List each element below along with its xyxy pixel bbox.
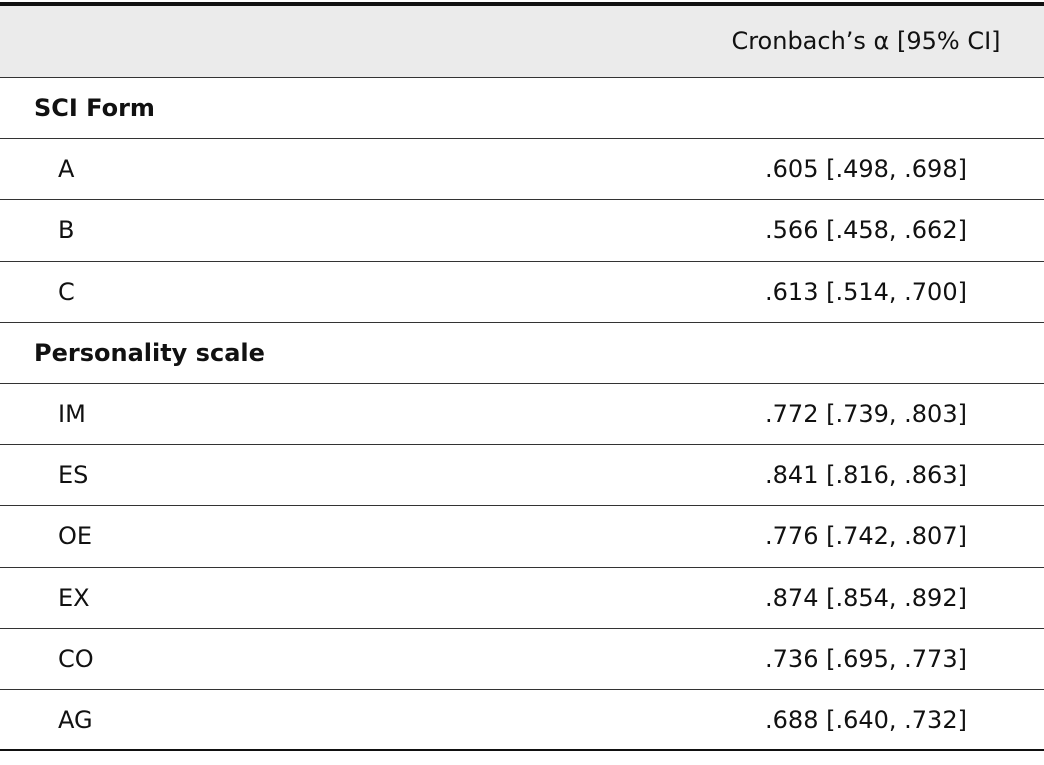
row-label: B <box>58 216 75 245</box>
row-label: A <box>58 155 75 184</box>
row-label: AG <box>58 706 93 734</box>
data-row: ES .841 [.816, .863] <box>0 445 1044 507</box>
data-row: CO .736 [.695, .773] <box>0 629 1044 690</box>
cell-value: .736 [.695, .773] <box>765 644 967 673</box>
data-row: EX .874 [.854, .892] <box>0 568 1044 629</box>
data-row: IM .772 [.739, .803] <box>0 384 1044 446</box>
header-cell: Cronbach’s α [95% CI] <box>731 27 1001 55</box>
group-row: SCI Form <box>0 78 1044 140</box>
cell-value: .772 [.739, .803] <box>765 400 967 428</box>
cell-value: .688 [.640, .732] <box>765 706 967 734</box>
cell-value: .605 [.498, .698] <box>765 155 967 184</box>
top-rule <box>0 2 1044 6</box>
row-label: IM <box>58 400 86 428</box>
row-label: OE <box>58 522 93 551</box>
row-label: C <box>58 277 75 306</box>
row-label: CO <box>58 644 94 673</box>
cell-value: .841 [.816, .863] <box>765 461 967 490</box>
group-row: Personality scale <box>0 323 1044 384</box>
cell-value: .566 [.458, .662] <box>765 216 967 245</box>
row-label: EX <box>58 583 90 612</box>
header-row: Cronbach’s α [95% CI] <box>0 6 1044 78</box>
group-label: Personality scale <box>34 338 265 367</box>
data-row: A .605 [.498, .698] <box>0 139 1044 201</box>
data-row: OE .776 [.742, .807] <box>0 506 1044 568</box>
group-label: SCI Form <box>34 94 155 122</box>
data-row: C .613 [.514, .700] <box>0 262 1044 323</box>
row-label: ES <box>58 461 89 490</box>
data-row: AG .688 [.640, .732] <box>0 690 1044 752</box>
cell-value: .613 [.514, .700] <box>765 277 967 306</box>
cell-value: .776 [.742, .807] <box>765 522 967 551</box>
data-row: B .566 [.458, .662] <box>0 200 1044 262</box>
cell-value: .874 [.854, .892] <box>765 583 967 612</box>
